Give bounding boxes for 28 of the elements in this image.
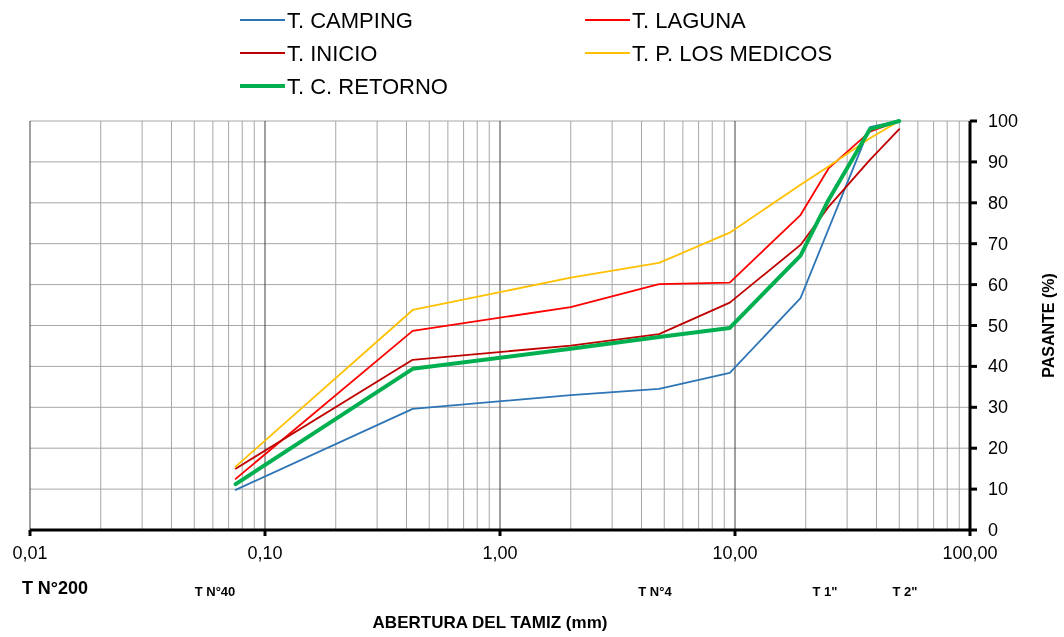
y-axis-title: PASANTE (%) — [1040, 273, 1057, 378]
y-tick-label: 0 — [988, 520, 999, 540]
text: T N°200 — [21, 578, 89, 598]
y-tick-label: 30 — [988, 397, 1009, 418]
y-tick-label: 100 — [988, 111, 1019, 131]
x-tick-label: 0,10 — [247, 543, 283, 563]
y-tick-label: 70 — [988, 233, 1009, 254]
x-tick-label: 10,00 — [712, 543, 758, 563]
text: T 2" — [892, 584, 918, 599]
x-tick-label: 0,01 — [12, 543, 48, 563]
text: T N°4 — [638, 584, 673, 599]
y-tick-label: 50 — [988, 315, 1009, 336]
y-tick-label: 60 — [988, 274, 1009, 295]
legend-label: T. P. LOS MEDICOS — [632, 41, 833, 66]
y-tick-label: 20 — [988, 438, 1009, 459]
y-tick-label: 10 — [988, 479, 1009, 500]
x-tick-label: 1,00 — [482, 543, 518, 563]
x-tick-label: 100,00 — [942, 543, 998, 563]
legend-label: T. LAGUNA — [632, 8, 747, 33]
legend-label: T. C. RETORNO — [287, 74, 448, 99]
y-tick-label: 80 — [988, 192, 1009, 213]
legend-label: T. INICIO — [287, 41, 378, 66]
text: T N°40 — [194, 584, 236, 599]
x-axis-title: ABERTURA DEL TAMIZ (mm) — [372, 613, 608, 632]
legend-label: T. CAMPING — [287, 8, 413, 33]
y-tick-label: 40 — [988, 356, 1009, 377]
y-tick-label: 90 — [988, 151, 1009, 172]
text: T 1" — [812, 584, 838, 599]
